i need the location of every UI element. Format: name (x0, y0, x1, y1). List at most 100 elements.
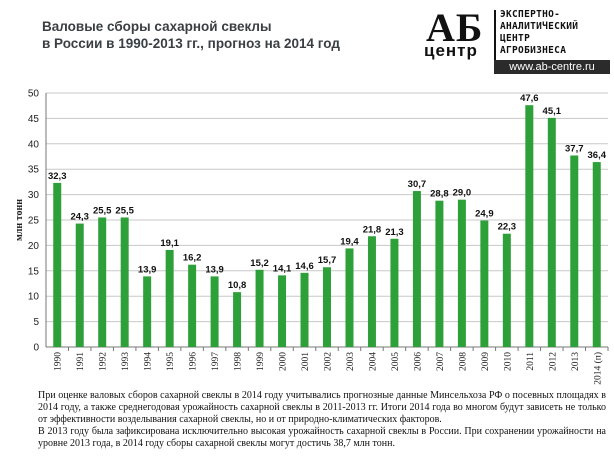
bar (525, 105, 534, 347)
data-label: 21,3 (385, 227, 404, 238)
bar (98, 217, 107, 347)
x-tick-label: 2003 (346, 352, 356, 371)
x-tick-label: 2012 (548, 352, 558, 371)
logo-divider (494, 10, 496, 62)
x-tick-label: 2010 (503, 352, 513, 371)
y-tick-label: 35 (28, 165, 40, 176)
data-label: 14,6 (295, 261, 314, 272)
y-tick-label: 50 (28, 89, 40, 100)
bar (323, 267, 331, 347)
x-tick-label: 2011 (526, 352, 536, 371)
data-label: 28,8 (430, 189, 449, 200)
x-tick-label: 1995 (166, 352, 176, 371)
data-label: 14,1 (273, 263, 292, 274)
data-label: 22,3 (498, 222, 517, 233)
bar (210, 276, 219, 347)
bar (435, 200, 444, 347)
x-tick-label: 2006 (413, 352, 423, 371)
x-tick-label: 2008 (458, 352, 468, 371)
data-label: 16,2 (183, 253, 202, 264)
data-label: 37,7 (565, 143, 584, 154)
bar (547, 117, 556, 347)
x-tick-label: 2001 (301, 352, 311, 371)
bar (278, 275, 287, 347)
logo-line-3: ЦЕНТР (500, 33, 531, 44)
x-tick-label: 2002 (324, 352, 334, 371)
data-label: 47,6 (520, 93, 539, 104)
logo-url: www.ab-centre.ru (494, 60, 610, 74)
bar (300, 272, 309, 347)
bar-chart: 0 5 10 15 20 25 30 35 40 45 50 млн тонн 32,3 1990 24,3… (14, 89, 609, 385)
data-label: 36,4 (588, 150, 607, 161)
y-tick-label: 5 (33, 317, 39, 328)
x-tick-label: 2004 (368, 352, 378, 371)
x-tick-label: 1997 (211, 352, 221, 371)
bar (412, 191, 421, 347)
y-tick-label: 25 (28, 216, 40, 227)
bar (233, 292, 242, 347)
chart-title-line1: Валовые сборы сахарной свеклы (42, 19, 272, 34)
y-tick-label: 40 (28, 139, 40, 150)
chart-title: Валовые сборы сахарной свеклы в России в… (42, 18, 372, 52)
y-tick-label: 20 (28, 241, 40, 252)
data-label: 15,7 (318, 255, 337, 266)
logo-line-2: АНАЛИТИЧЕСКИЙ (500, 21, 579, 32)
bar (53, 182, 62, 347)
x-tick-label: 1990 (54, 352, 64, 371)
x-tick-label: 2014 (п) (592, 352, 603, 385)
caption: При оценке валовых сборов сахарной свекл… (38, 390, 606, 450)
bar (165, 249, 174, 347)
y-axis-label: млн тонн (14, 199, 25, 241)
data-label: 19,4 (340, 236, 359, 247)
data-label: 19,1 (160, 238, 179, 249)
data-label: 13,9 (138, 264, 157, 275)
data-label: 45,1 (543, 106, 562, 117)
x-tick-label: 2009 (481, 352, 491, 371)
data-label: 32,3 (48, 171, 67, 182)
bar (75, 223, 84, 347)
bar (255, 269, 264, 347)
bar (502, 233, 511, 347)
bar (457, 199, 466, 347)
caption-paragraph-1: При оценке валовых сборов сахарной свекл… (38, 390, 606, 425)
bar (480, 220, 489, 347)
y-tick-label: 0 (33, 343, 39, 354)
x-tick-label: 1994 (144, 352, 154, 371)
x-tick-label: 1998 (234, 352, 244, 371)
data-label: 13,9 (205, 264, 224, 275)
bar (592, 162, 601, 347)
x-tick-label: 1993 (121, 352, 131, 371)
data-label: 30,7 (408, 179, 427, 190)
bar (143, 276, 152, 347)
y-tick-label: 30 (28, 190, 40, 201)
data-label: 10,8 (228, 280, 247, 291)
x-tick-label: 2007 (436, 352, 446, 371)
ab-centre-logo: АБ центр ЭКСПЕРТНО- АНАЛИТИЧЕСКИЙ ЦЕНТР … (424, 5, 610, 74)
data-label: 29,0 (453, 188, 472, 199)
x-tick-label: 1992 (99, 352, 109, 371)
x-tick-label: 1999 (256, 352, 266, 371)
bar (345, 248, 354, 347)
x-tick-label: 2013 (571, 352, 581, 371)
data-label: 15,2 (250, 258, 269, 269)
data-label: 24,3 (70, 212, 89, 223)
caption-paragraph-2: В 2013 году была зафиксирована исключите… (38, 426, 606, 449)
x-tick-label: 1996 (189, 352, 199, 371)
bar (367, 236, 376, 347)
data-label: 21,8 (363, 224, 382, 235)
data-label: 24,9 (475, 209, 494, 220)
logo-center-word: центр (424, 41, 478, 61)
x-tick-label: 2005 (391, 352, 401, 371)
bar (390, 238, 399, 347)
data-label: 25,5 (93, 205, 112, 216)
data-label: 25,5 (115, 205, 134, 216)
bar (570, 155, 579, 347)
logo-line-1: ЭКСПЕРТНО- (500, 9, 561, 20)
x-tick-label: 1991 (76, 352, 86, 371)
y-tick-label: 45 (28, 114, 40, 125)
y-tick-label: 15 (28, 266, 40, 277)
logo-text-block: ЭКСПЕРТНО- АНАЛИТИЧЕСКИЙ ЦЕНТР АГРОБИЗНЕ… (500, 9, 578, 57)
logo-line-4: АГРОБИЗНЕСА (500, 45, 567, 56)
bar (188, 264, 197, 347)
bar (120, 217, 129, 347)
